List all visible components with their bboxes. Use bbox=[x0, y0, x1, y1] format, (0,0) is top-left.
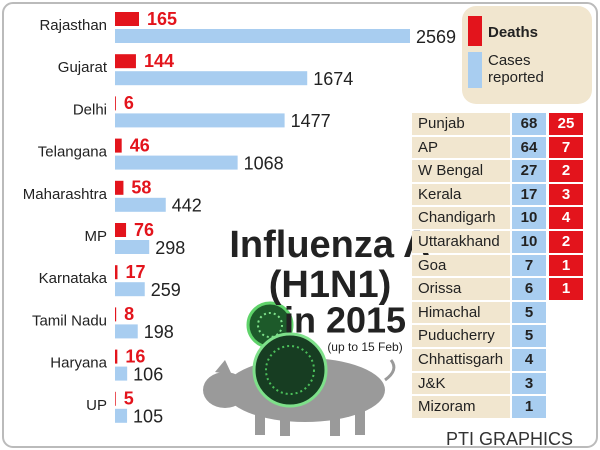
table-cell: 17 bbox=[512, 183, 546, 206]
table-cell: 4 bbox=[549, 207, 583, 229]
bar bbox=[115, 71, 308, 86]
table-cell: 1 bbox=[549, 278, 583, 300]
value-label: 2569 bbox=[416, 27, 456, 47]
table-cell: Chhattisgarh bbox=[412, 349, 510, 371]
legend bbox=[462, 6, 592, 104]
value-label: 259 bbox=[151, 280, 181, 300]
value-label: 76 bbox=[134, 220, 154, 240]
value-label: 6 bbox=[124, 93, 134, 113]
table-cell: Puducherry bbox=[412, 325, 510, 347]
category-label: Rajasthan bbox=[39, 17, 107, 34]
value-label: 198 bbox=[144, 322, 174, 342]
bar bbox=[115, 155, 238, 170]
title-line: in 2015 bbox=[284, 300, 406, 341]
bar bbox=[115, 282, 145, 297]
category-label: Telangana bbox=[38, 144, 108, 161]
value-label: 1477 bbox=[291, 111, 331, 131]
legend-swatch bbox=[468, 16, 482, 46]
legend-swatch bbox=[468, 52, 482, 88]
table-cell: Chandigarh bbox=[412, 207, 510, 229]
table-cell: 1 bbox=[512, 396, 546, 418]
category-label: Gujarat bbox=[58, 59, 108, 76]
table-cell: 5 bbox=[512, 301, 546, 324]
bar bbox=[115, 223, 127, 237]
table-cell: Goa bbox=[412, 254, 510, 277]
category-label: Karnataka bbox=[39, 270, 108, 287]
bar bbox=[115, 324, 138, 339]
table-cell: 25 bbox=[549, 113, 583, 135]
legend-label: Cases reported bbox=[488, 52, 544, 86]
value-label: 298 bbox=[155, 238, 185, 258]
table-cell: 2 bbox=[549, 160, 583, 182]
table-cell: W Bengal bbox=[412, 160, 510, 182]
table-cell: Uttarakhand bbox=[412, 231, 510, 253]
table-cell: 27 bbox=[512, 160, 546, 182]
table-cell: 68 bbox=[512, 113, 546, 135]
table-cell: 7 bbox=[549, 136, 583, 159]
bar bbox=[115, 391, 116, 406]
table-cell: J&K bbox=[412, 372, 510, 395]
table-cell: 10 bbox=[512, 207, 546, 229]
table-cell: 2 bbox=[549, 231, 583, 253]
table-cell: 64 bbox=[512, 136, 546, 159]
credit: PTI GRAPHICS bbox=[446, 429, 573, 449]
bar bbox=[115, 349, 118, 364]
category-label: UP bbox=[86, 397, 107, 414]
table-cell: AP bbox=[412, 136, 510, 159]
bar bbox=[115, 408, 128, 423]
value-label: 46 bbox=[130, 135, 150, 155]
table-cell: 10 bbox=[512, 231, 546, 253]
table-cell: Mizoram bbox=[412, 396, 510, 418]
table-cell: Punjab bbox=[412, 113, 510, 135]
table-cell: 1 bbox=[549, 254, 583, 277]
subtitle: (up to 15 Feb) bbox=[327, 340, 402, 354]
bar bbox=[115, 29, 410, 43]
category-label: Maharashtra bbox=[23, 186, 108, 203]
bar bbox=[115, 240, 150, 254]
value-label: 1674 bbox=[313, 69, 353, 89]
bar bbox=[115, 96, 116, 111]
virus-illustration bbox=[246, 301, 328, 408]
table-cell: 6 bbox=[512, 278, 546, 300]
category-label: MP bbox=[85, 228, 108, 245]
bar bbox=[115, 366, 128, 381]
bar bbox=[115, 12, 139, 26]
value-label: 8 bbox=[124, 304, 134, 324]
value-label: 1068 bbox=[244, 153, 284, 173]
value-label: 17 bbox=[125, 262, 145, 282]
value-label: 106 bbox=[133, 364, 163, 384]
title-line: (H1N1) bbox=[269, 264, 391, 306]
value-label: 16 bbox=[125, 346, 145, 366]
value-label: 144 bbox=[144, 51, 174, 71]
table-cell: 5 bbox=[512, 325, 546, 347]
category-label: Haryana bbox=[50, 355, 107, 372]
bar bbox=[115, 54, 136, 69]
bar bbox=[115, 307, 117, 322]
table-cell: Himachal bbox=[412, 301, 510, 324]
table-cell: Kerala bbox=[412, 183, 510, 206]
value-label: 442 bbox=[172, 196, 202, 216]
category-label: Delhi bbox=[73, 101, 107, 118]
value-label: 105 bbox=[133, 407, 163, 427]
value-label: 165 bbox=[147, 9, 177, 29]
category-label: Tamil Nadu bbox=[32, 312, 107, 329]
title-line: Influenza A bbox=[229, 224, 430, 266]
value-label: 5 bbox=[124, 389, 134, 409]
bar bbox=[115, 138, 122, 153]
table-cell: 3 bbox=[549, 183, 583, 206]
bar bbox=[115, 113, 285, 128]
bar bbox=[115, 197, 166, 212]
value-label: 58 bbox=[131, 178, 151, 198]
bar bbox=[115, 265, 118, 280]
legend-label: Deaths bbox=[488, 24, 539, 41]
table-cell: 3 bbox=[512, 372, 546, 395]
table-cell: Orissa bbox=[412, 278, 510, 300]
table-cell: 7 bbox=[512, 254, 546, 277]
table-cell: 4 bbox=[512, 349, 546, 371]
bar bbox=[115, 180, 124, 195]
